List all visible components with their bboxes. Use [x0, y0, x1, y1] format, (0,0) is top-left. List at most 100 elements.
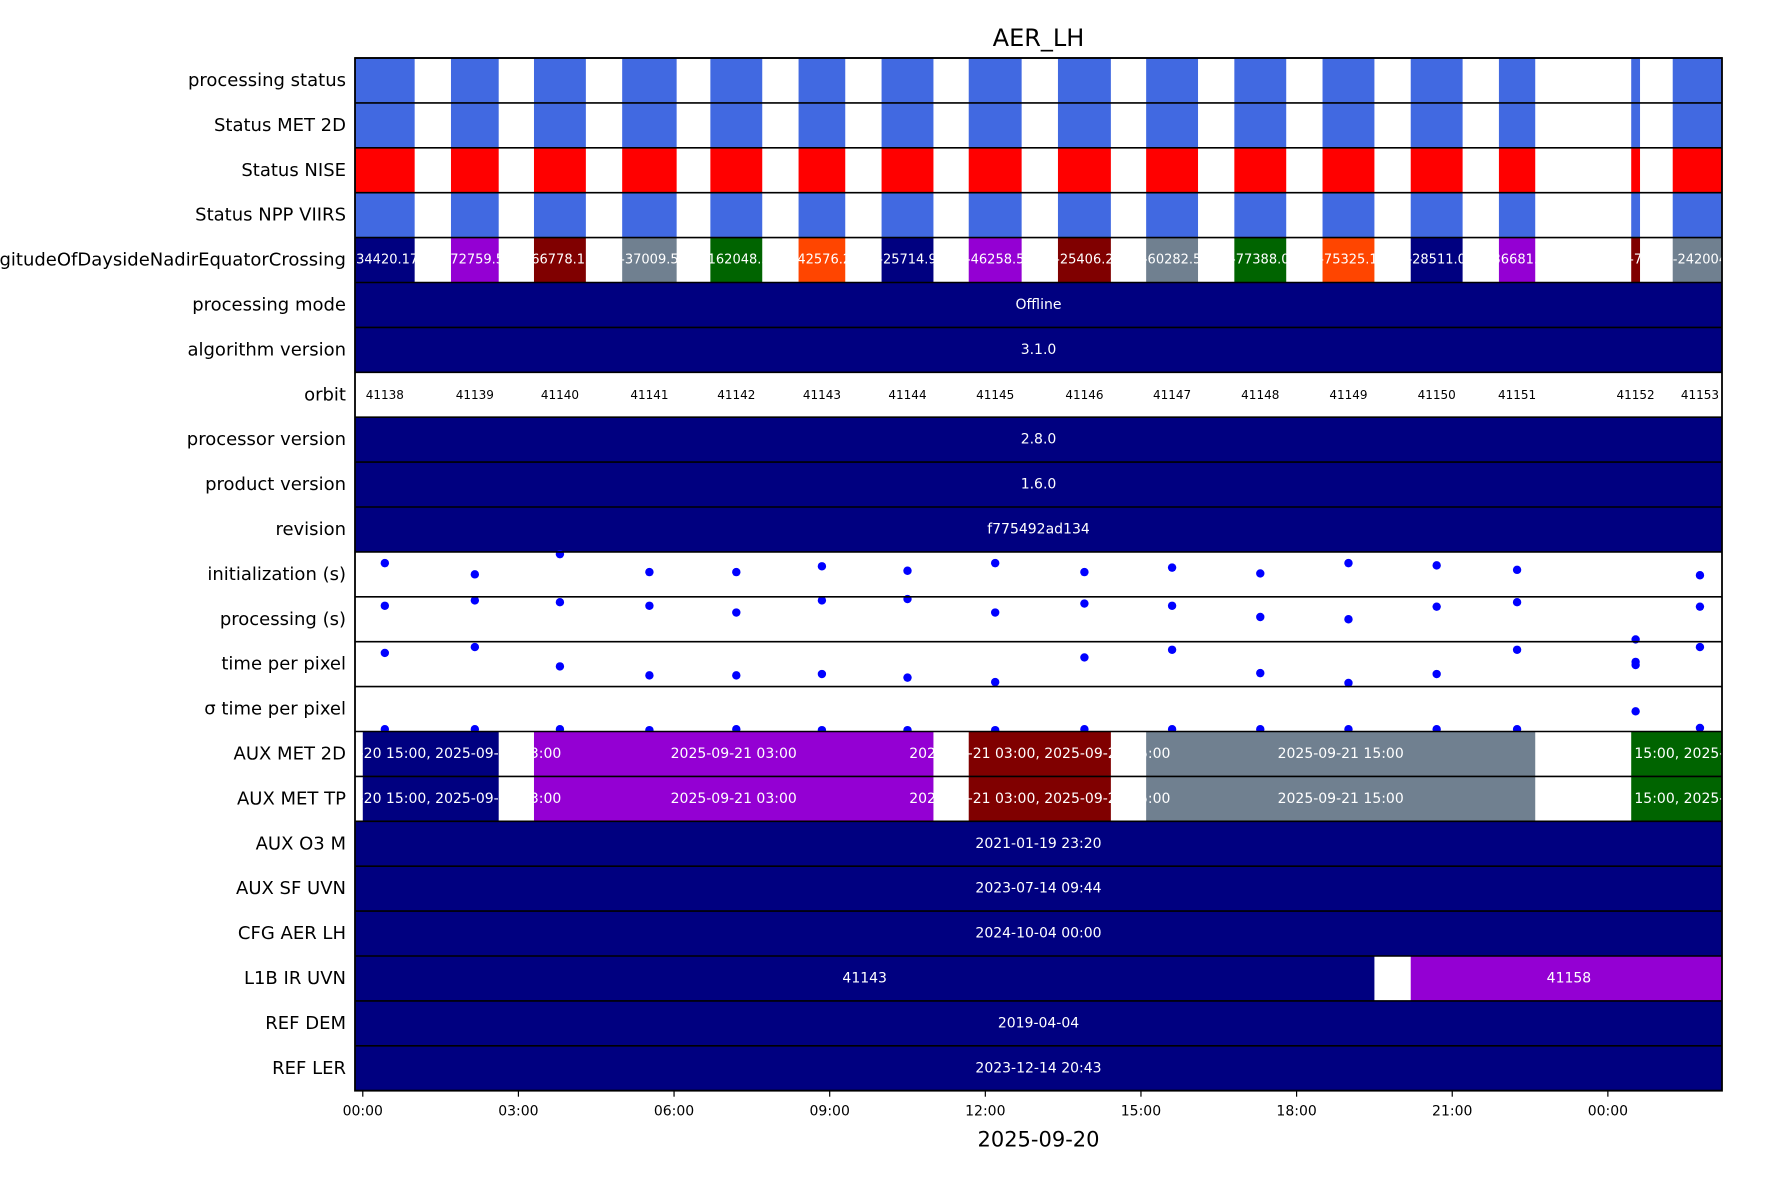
data-point: [645, 567, 654, 577]
data-point: [1256, 612, 1265, 622]
status-bar: [1410, 192, 1463, 238]
full-bar: [355, 282, 1722, 328]
status-bar: [355, 58, 415, 103]
row-20: 41143 41158: [355, 956, 1722, 1001]
orbit-label: 41149: [1329, 388, 1367, 402]
data-point: [817, 562, 827, 571]
segment-label: 2025-09-21 15:00, 2025-09-22 03:00: [1549, 746, 1771, 762]
row-label: AUX MET TP: [237, 788, 346, 809]
status-bar: [798, 102, 846, 148]
status-bar: [881, 102, 934, 148]
full-bar: [355, 507, 1722, 552]
segment-bar: [968, 731, 1111, 777]
row-label: revision: [275, 519, 346, 540]
row-1: [355, 102, 1722, 148]
row-8: 2.8.0: [355, 417, 1722, 463]
status-bar: [1146, 192, 1199, 238]
orbit-label: 41144: [888, 388, 926, 402]
row-label: REF DEM: [265, 1013, 346, 1034]
row-label: orbit: [304, 384, 346, 405]
row-11: [380, 549, 1705, 580]
status-bar: [1410, 102, 1463, 148]
data-point: [1080, 567, 1089, 577]
row-label: processor version: [187, 429, 346, 450]
longitude-label: -77388.0: [1231, 253, 1289, 268]
longitude-bar: [1322, 237, 1375, 283]
data-point: [903, 673, 912, 682]
row-22: 2023-12-14 20:43: [355, 1045, 1722, 1091]
longitude-bar: [881, 237, 934, 283]
status-bar: [1234, 58, 1287, 103]
full-bar-label: 2023-07-14 09:44: [975, 881, 1101, 897]
longitude-label: -28511.0: [1407, 253, 1465, 268]
full-bar-label: f775492ad134: [987, 521, 1090, 537]
x-tick-label: 09:00: [810, 1104, 850, 1120]
orbit-label: 41145: [976, 388, 1014, 402]
row-label: AUX SF UVN: [236, 878, 346, 899]
orbit-label: 41142: [717, 388, 755, 402]
status-bar: [1672, 147, 1722, 193]
full-bar: [355, 1000, 1722, 1046]
status-bar: [355, 102, 415, 148]
status-bar: [622, 147, 677, 193]
segment-label: 41143: [842, 970, 887, 986]
data-point: [1256, 668, 1265, 678]
data-point: [1344, 615, 1353, 624]
row-label: initialization (s): [207, 564, 346, 585]
data-point: [1512, 597, 1522, 607]
data-point: [817, 596, 827, 605]
longitude-bar: [1234, 237, 1287, 283]
status-bar: [881, 192, 934, 238]
segment-label: 2025-09-20 15:00, 2025-09-21 03:00: [300, 746, 561, 762]
longitude-bar: [533, 237, 586, 283]
orbit-label: 41147: [1153, 388, 1191, 402]
row-9: 1.6.0: [355, 462, 1722, 507]
data-point: [990, 558, 1000, 568]
status-bar: [450, 102, 499, 148]
row-21: 2019-04-04: [355, 1000, 1722, 1046]
row-6: 3.1.0: [355, 327, 1722, 373]
status-bar: [1322, 58, 1375, 103]
row-label: σ time per pixel: [204, 699, 346, 720]
status-bar: [1057, 192, 1111, 238]
status-bar: [1631, 147, 1641, 193]
orbit-label: 41146: [1065, 388, 1103, 402]
segment-label: 2025-09-21 03:00: [671, 746, 797, 762]
segment-label: 2025-09-21 03:00, 2025-09-21 15:00: [909, 791, 1170, 807]
x-tick-label: 00:00: [343, 1104, 383, 1120]
row-15: 2025-09-20 15:00, 2025-09-21 03:00 2025-0…: [300, 731, 1771, 777]
data-point: [1512, 565, 1522, 575]
longitude-label: -7: [1629, 253, 1642, 268]
data-point: [990, 608, 1000, 617]
segment-label: 2025-09-20 15:00, 2025-09-21 03:00: [300, 791, 561, 807]
full-bar: [355, 1045, 1722, 1091]
segment-bar: [968, 776, 1111, 822]
longitude-bar: [798, 237, 846, 283]
status-bar: [968, 192, 1022, 238]
full-bar: [355, 911, 1722, 956]
data-point: [555, 662, 565, 671]
segment-bar: [1631, 731, 1722, 777]
status-bar: [710, 102, 763, 148]
segment-bar: [1146, 776, 1536, 822]
segment-bar: [362, 776, 499, 822]
orbit-label: 41138: [366, 388, 404, 402]
row-4: -34420.17 -72759.5 -66778.12 -37009.5 -16204…: [355, 237, 1722, 283]
status-bar: [533, 192, 586, 238]
row-label: processing status: [188, 70, 346, 91]
full-bar-label: 1.6.0: [1021, 477, 1057, 493]
data-point: [1432, 561, 1441, 570]
full-bar: [355, 417, 1722, 463]
status-bar: [881, 58, 934, 103]
longitude-bar: [968, 237, 1022, 283]
data-point: [903, 566, 912, 575]
segment-bar: [533, 776, 934, 822]
longitude-label: -36681.4: [1488, 253, 1546, 268]
status-bar: [1672, 58, 1722, 103]
segment-label: 2025-09-21 03:00, 2025-09-21 15:00: [909, 746, 1170, 762]
data-point: [1167, 601, 1177, 610]
status-bar: [1672, 192, 1722, 238]
segment-label: 2025-09-21 15:00: [1278, 791, 1404, 807]
longitude-bar: [1631, 237, 1641, 283]
row-label: CFG AER LH: [238, 923, 346, 944]
